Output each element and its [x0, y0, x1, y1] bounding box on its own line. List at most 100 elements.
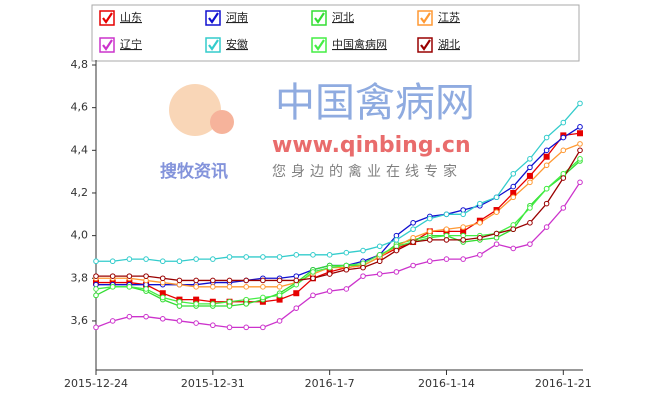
data-point	[293, 252, 300, 258]
legend-label: 安徽	[226, 37, 248, 51]
logo-shape	[169, 84, 221, 136]
data-point	[443, 211, 450, 218]
data-point	[109, 258, 116, 265]
y-tick-label: 4,2	[71, 186, 89, 199]
data-point	[126, 284, 133, 290]
y-tick-label: 4,0	[71, 229, 89, 242]
data-point	[226, 277, 233, 284]
data-point	[460, 224, 466, 230]
data-point	[410, 220, 416, 226]
data-point	[393, 247, 400, 254]
legend-item[interactable]: 河北	[311, 10, 354, 26]
data-point	[310, 292, 316, 299]
data-point	[343, 249, 350, 256]
data-point	[193, 277, 199, 284]
data-point	[510, 170, 517, 177]
data-point	[276, 292, 283, 299]
data-point	[376, 243, 383, 250]
legend-item[interactable]: 中国禽病网	[311, 37, 387, 53]
data-point	[527, 205, 533, 211]
data-point	[543, 153, 550, 160]
data-point	[577, 130, 583, 137]
data-point	[210, 322, 216, 329]
x-tick-label: 2015-12-31	[181, 377, 245, 390]
data-point	[226, 284, 233, 290]
watermark-url: www.qinbing.cn	[272, 133, 471, 158]
legend-item[interactable]: 河南	[205, 10, 248, 26]
legend-label: 湖北	[438, 38, 460, 51]
data-point	[560, 147, 567, 154]
data-point	[109, 318, 116, 324]
y-tick-label: 3,6	[71, 314, 89, 327]
data-point	[510, 194, 517, 201]
data-point	[210, 256, 216, 262]
data-point	[176, 258, 183, 265]
data-point	[193, 256, 199, 262]
data-point	[360, 247, 366, 254]
data-point	[527, 164, 533, 171]
data-point	[226, 324, 233, 331]
y-tick-label: 4,4	[71, 143, 89, 156]
data-point	[460, 228, 467, 235]
data-point	[226, 254, 233, 260]
data-point	[243, 284, 250, 290]
data-point	[527, 156, 533, 162]
data-point	[143, 256, 149, 262]
data-point	[426, 215, 433, 222]
data-point	[93, 273, 99, 279]
legend-check	[314, 12, 325, 24]
data-point	[360, 273, 366, 279]
data-point	[510, 189, 517, 196]
legend-label: 河北	[332, 11, 354, 24]
data-point	[443, 237, 450, 243]
legend-item[interactable]: 江苏	[417, 10, 460, 26]
data-point	[176, 277, 183, 284]
legend-item[interactable]: 安徽	[205, 37, 248, 53]
data-point	[510, 226, 517, 233]
data-point	[293, 290, 300, 297]
data-point	[343, 266, 350, 273]
legend-item[interactable]: 山东	[99, 10, 142, 26]
data-point	[560, 119, 567, 126]
data-point	[577, 179, 583, 186]
data-point	[243, 254, 250, 260]
data-point	[560, 175, 567, 181]
data-point	[326, 264, 333, 271]
data-point	[126, 313, 133, 320]
legend-item[interactable]: 湖北	[417, 37, 460, 53]
data-point	[159, 258, 166, 265]
series-line	[95, 181, 581, 328]
data-point	[477, 234, 483, 241]
data-point	[460, 211, 466, 218]
legend-check	[420, 39, 431, 51]
data-point	[577, 124, 583, 130]
data-point	[159, 316, 166, 322]
data-point	[193, 320, 199, 326]
data-point	[159, 294, 166, 301]
data-point	[193, 301, 199, 307]
x-tick-label: 2016-1-21	[535, 377, 592, 390]
data-point	[493, 194, 500, 201]
data-point	[543, 200, 550, 207]
data-point	[426, 228, 433, 235]
data-point	[410, 262, 416, 269]
legend-box	[91, 4, 580, 62]
data-point	[143, 286, 149, 292]
data-point	[543, 185, 550, 192]
data-point	[460, 237, 466, 243]
x-tick-label: 2016-1-14	[418, 377, 475, 390]
legend-item[interactable]: 辽宁	[99, 37, 142, 53]
data-point	[193, 284, 199, 290]
data-point	[126, 273, 133, 279]
legend-check	[102, 12, 113, 24]
data-point	[527, 220, 533, 226]
y-tick-label: 3,8	[71, 271, 89, 284]
data-point	[527, 179, 533, 186]
data-point	[443, 256, 450, 262]
watermark: 中国禽病网 www.qinbing.cn 搜牧资讯 您身边的禽业在线专家	[160, 80, 475, 182]
legend-label: 山东	[120, 11, 142, 24]
data-point	[260, 324, 266, 331]
data-point	[493, 209, 500, 215]
legend-check	[208, 12, 219, 24]
